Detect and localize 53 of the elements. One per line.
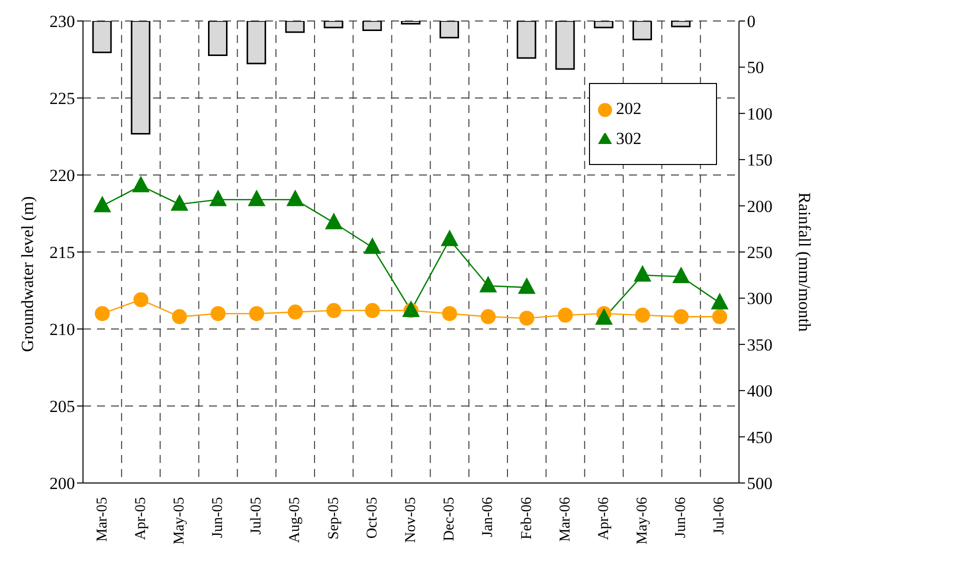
y2-tick-label: 250 [747,243,772,262]
bar [632,21,652,40]
bar [324,21,344,28]
bar [285,21,305,33]
x-tick-label: Jan-06 [480,496,496,537]
bar [130,21,150,134]
y2-tick-label: 0 [747,12,756,32]
y2-tick-label: 450 [747,428,772,447]
bar [440,21,460,38]
x-tick-label: Oct-05 [364,497,380,539]
y-tick-label: 210 [50,320,75,340]
bar [246,21,266,64]
y2-tick-label: 350 [747,335,772,354]
bar [516,21,536,59]
y2-tick-label: 200 [747,196,772,216]
bar [555,21,575,70]
x-tick-label: Feb-06 [518,496,535,540]
bar [671,21,691,28]
y2-tick-label: 500 [747,474,772,494]
y-tick-label: 205 [50,397,75,416]
x-tick-label: Jun-06 [673,496,690,538]
bar [400,21,420,25]
bar [92,21,112,54]
x-tick-label: Jun-05 [210,497,226,538]
x-tick-label: Jul-05 [248,497,265,534]
y-tick-label: 220 [50,166,75,186]
x-tick-label: Sep-05 [326,497,342,540]
y-tick-label: 200 [50,474,75,494]
y-tick-label: 225 [50,89,75,108]
y2-tick-label: 100 [747,104,772,124]
bar [594,21,614,28]
x-tick-label: Mar-05 [94,497,110,542]
bar [362,21,382,31]
y-tick-label: 230 [50,12,75,32]
x-tick-label: Apr-05 [132,497,149,540]
x-tick-label: Mar-06 [557,496,574,542]
x-tick-label: May-06 [634,496,651,544]
y2-axis-title: Rainfall (mm/month [794,192,814,332]
x-tick-label: Apr-06 [596,496,612,540]
x-tick-label: Jul-06 [712,496,728,534]
x-tick-label: Aug-05 [287,497,304,543]
x-tick-label: Dec-05 [442,497,458,542]
x-tick-label: Nov-05 [403,497,419,543]
legend-label: 202 [616,99,642,118]
y2-tick-label: 400 [747,382,772,401]
legend-label: 302 [616,129,642,148]
y2-tick-label: 150 [747,150,772,170]
y2-tick-label: 50 [747,58,764,78]
bar [208,21,228,56]
x-tick-label: May-05 [171,497,188,544]
y-axis-title: Groundwater level (m) [18,196,38,352]
y-tick-label: 215 [50,243,75,262]
y2-tick-label: 300 [747,289,772,308]
